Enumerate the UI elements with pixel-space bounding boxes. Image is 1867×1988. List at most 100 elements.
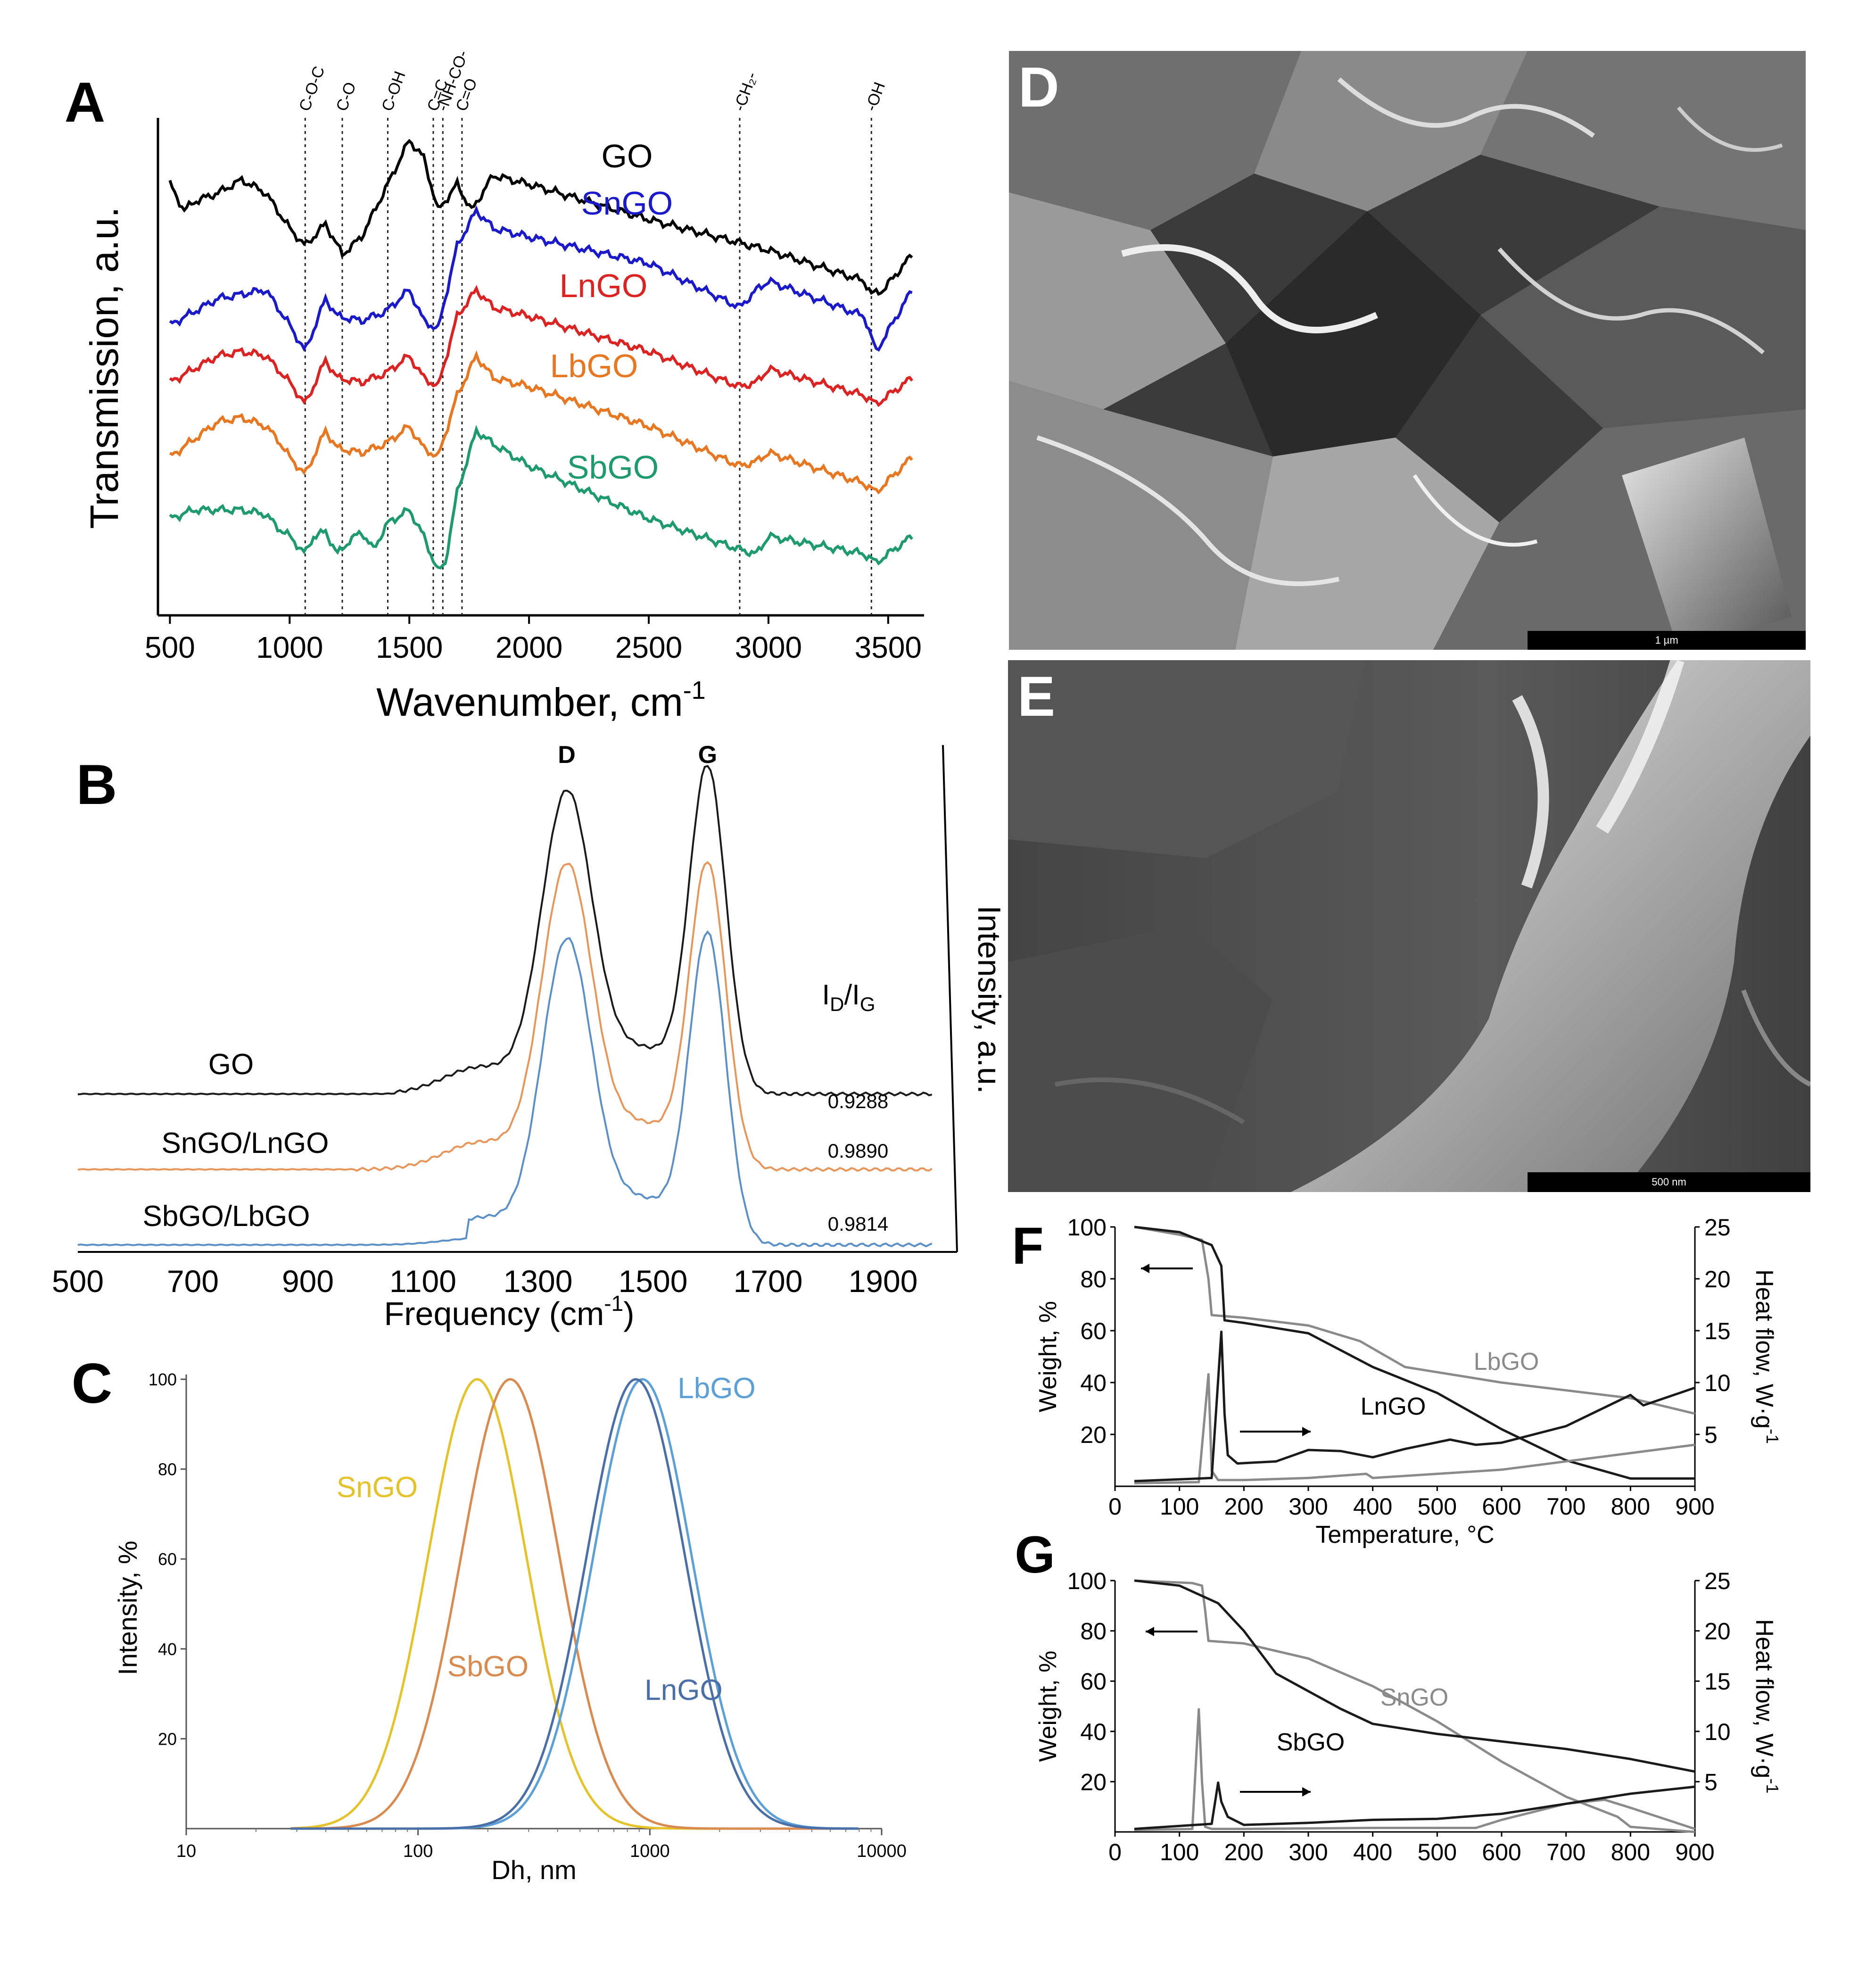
y-tick-label-panelG-80: 80 bbox=[1080, 1618, 1107, 1645]
x-tick-label-panelG-500: 500 bbox=[1418, 1839, 1457, 1865]
x-tick-label-panelG-400: 400 bbox=[1353, 1839, 1392, 1865]
x-tick-label-panelF-100: 100 bbox=[1160, 1493, 1199, 1520]
y-tick-label-panelG-60: 60 bbox=[1080, 1668, 1107, 1695]
series-panelG-sbgo bbox=[1134, 1579, 1695, 1773]
arrowhead-heat-panelG bbox=[1302, 1787, 1311, 1797]
y-tick-label-panelF-60: 60 bbox=[1080, 1318, 1107, 1344]
y2-tick-label-panelF-25: 25 bbox=[1704, 1214, 1731, 1241]
peak-label-g: G bbox=[698, 741, 717, 769]
series-c-sbgo bbox=[290, 1378, 859, 1830]
panel-letter-b: B bbox=[76, 753, 117, 816]
series-label-b-go: GO bbox=[208, 1048, 254, 1081]
panel-f-tga: F 0 100 200 300 400 500 600 700 800 900 20 40 60 80 100… bbox=[1012, 1214, 1782, 1549]
y2-tick-label-panelG-5: 5 bbox=[1704, 1769, 1718, 1795]
series-label-c-sngo: SnGO bbox=[337, 1471, 418, 1504]
legend-top-panelG: SnGO bbox=[1380, 1684, 1449, 1711]
x-tick-label-b-1500: 1500 bbox=[619, 1264, 688, 1299]
y-axis-label-a: Transmission, a.u. bbox=[82, 207, 126, 529]
y-tick-label-panelF-40: 40 bbox=[1080, 1370, 1107, 1396]
ratio-sub-g: G bbox=[860, 993, 876, 1015]
arrowhead-weight-panelG bbox=[1146, 1627, 1154, 1636]
y2-axis-label-panelF: Heat flow, W·g-1 bbox=[1751, 1269, 1782, 1444]
x-tick-label-b-1900: 1900 bbox=[849, 1264, 918, 1299]
ratio-sub-d: D bbox=[830, 993, 844, 1015]
scale-bar-e-label: 500 nm bbox=[1652, 1176, 1686, 1188]
y-tick-label-panelG-40: 40 bbox=[1080, 1719, 1107, 1745]
panel-c-dls: C 10 100 1000 10000 20 40 60 80 100 Dh, nm Intensit… bbox=[72, 1352, 907, 1885]
x-tick-label-a-3000: 3000 bbox=[735, 630, 802, 664]
legend-bottom-panelF: LnGO bbox=[1361, 1393, 1426, 1420]
x-tick-label-a-2000: 2000 bbox=[496, 630, 562, 664]
series-label-c-sbgo: SbGO bbox=[447, 1650, 529, 1683]
y-tick-label-c-40: 40 bbox=[158, 1640, 177, 1659]
series-b-sbgo-lbgo bbox=[77, 930, 933, 1248]
panel-letter-g: G bbox=[1015, 1526, 1055, 1584]
arrowhead-heat-panelF bbox=[1302, 1427, 1311, 1436]
scale-bar-d: 1 µm bbox=[1528, 631, 1806, 650]
series-panelF-lngo bbox=[1134, 1226, 1695, 1480]
y-axis-label-c: Intensity, % bbox=[113, 1541, 142, 1675]
x-tick-label-panelF-200: 200 bbox=[1224, 1493, 1264, 1520]
x-tick-label-panelG-200: 200 bbox=[1224, 1839, 1264, 1865]
y-axis-b bbox=[942, 745, 958, 1252]
x-tick-label-panelG-600: 600 bbox=[1482, 1839, 1521, 1865]
arrowhead-weight-panelF bbox=[1141, 1264, 1149, 1273]
x-tick-label-panelG-0: 0 bbox=[1108, 1839, 1122, 1865]
peak-label-d: D bbox=[558, 741, 576, 769]
series-label-a-sbgo: SbGO bbox=[567, 449, 659, 486]
x-tick-label-panelG-800: 800 bbox=[1611, 1839, 1650, 1865]
y2-tick-label-panelF-10: 10 bbox=[1704, 1370, 1731, 1396]
y2-tick-label-panelF-5: 5 bbox=[1704, 1422, 1718, 1448]
x-tick-label-panelG-100: 100 bbox=[1160, 1839, 1199, 1865]
x-tick-label-a-1000: 1000 bbox=[256, 630, 323, 664]
series-panelG-sngo-heat-flow bbox=[1134, 1708, 1695, 1831]
marker-label-c-o: C-O bbox=[333, 80, 360, 114]
y2-axis-label-panelG: Heat flow, W·g-1 bbox=[1751, 1619, 1782, 1793]
x-axis-label-b-close: ) bbox=[623, 1295, 634, 1332]
x-axis-label-b-sup: -1 bbox=[604, 1291, 623, 1316]
x-tick-label-b-1700: 1700 bbox=[734, 1264, 803, 1299]
series-panelF-lbgo-heat-flow bbox=[1134, 1373, 1695, 1484]
x-tick-label-panelF-300: 300 bbox=[1289, 1493, 1328, 1520]
x-tick-label-c-10: 10 bbox=[176, 1841, 196, 1861]
ratio-header: ID/IG bbox=[822, 979, 875, 1015]
series-label-c-lngo: LnGO bbox=[644, 1674, 722, 1706]
x-tick-label-b-1100: 1100 bbox=[389, 1264, 456, 1299]
x-tick-label-panelG-700: 700 bbox=[1546, 1839, 1586, 1865]
x-axis-label-a: Wavenumber, cm-1 bbox=[376, 676, 705, 724]
series-label-a-lbgo: LbGO bbox=[550, 348, 638, 384]
y2-tick-label-panelG-25: 25 bbox=[1704, 1568, 1731, 1594]
x-tick-label-b-900: 900 bbox=[282, 1264, 334, 1299]
series-panelG-sngo bbox=[1134, 1579, 1695, 1833]
series-label-b-sbgo-lbgo: SbGO/LbGO bbox=[143, 1200, 310, 1233]
x-tick-label-a-500: 500 bbox=[145, 630, 195, 664]
series-c-lngo bbox=[290, 1378, 859, 1830]
x-tick-label-b-1300: 1300 bbox=[504, 1264, 573, 1299]
x-tick-label-a-2500: 2500 bbox=[615, 630, 682, 664]
x-tick-label-panelF-400: 400 bbox=[1353, 1493, 1392, 1520]
ratio-value-go: 0.9288 bbox=[828, 1090, 888, 1112]
panel-letter-d: D bbox=[1018, 56, 1059, 119]
series-panelG-sbgo-heat-flow bbox=[1134, 1781, 1695, 1831]
y-tick-label-panelF-80: 80 bbox=[1080, 1266, 1107, 1292]
y-tick-label-c-60: 60 bbox=[158, 1549, 177, 1569]
x-tick-label-panelF-500: 500 bbox=[1418, 1493, 1457, 1520]
y2-axis-label-sup-panelG: -1 bbox=[1763, 1779, 1782, 1794]
series-a-lbgo bbox=[169, 350, 913, 495]
y-axis-label-panelF: Weight, % bbox=[1034, 1301, 1062, 1412]
panel-letter-c: C bbox=[72, 1352, 113, 1415]
ratio-mid: /I bbox=[844, 979, 860, 1011]
x-axis-label-panelF: Temperature, °C bbox=[1315, 1521, 1494, 1549]
panel-a-ftir: A 500 1000 1500 2000 2500 3000 3500 Wavenumber, … bbox=[65, 48, 924, 724]
ratio-value-sbgo-lbgo: 0.9814 bbox=[828, 1213, 888, 1235]
series-a-sngo bbox=[169, 205, 913, 352]
marker-label-c-o-c: C-O-C bbox=[296, 64, 328, 113]
y-axis-label-panelG: Weight, % bbox=[1034, 1650, 1062, 1762]
y-tick-label-panelG-100: 100 bbox=[1067, 1568, 1107, 1594]
y-tick-label-panelG-20: 20 bbox=[1080, 1769, 1107, 1795]
x-axis-label-a-sup: -1 bbox=[683, 676, 706, 704]
panel-b-raman: B 500 700 900 1100 1300 1500 1700 1900 Frequency … bbox=[52, 741, 1007, 1332]
x-tick-label-panelF-700: 700 bbox=[1546, 1493, 1586, 1520]
x-tick-label-c-1000: 1000 bbox=[630, 1841, 670, 1861]
